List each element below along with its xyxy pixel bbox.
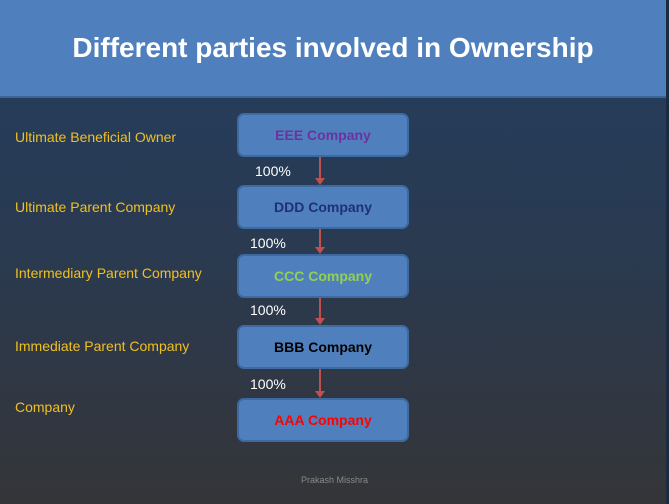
company-box: CCC Company [237,254,409,298]
company-box: DDD Company [237,185,409,229]
company-box: BBB Company [237,325,409,369]
ownership-percent: 100% [255,163,291,179]
right-edge [666,0,669,504]
ownership-arrow [315,298,325,325]
ownership-percent: 100% [250,235,286,251]
role-label: Immediate Parent Company [15,338,190,354]
role-label: Ultimate Parent Company [15,199,176,215]
ownership-arrow [315,157,325,185]
author-credit: Prakash Misshra [300,475,369,485]
ownership-percent: 100% [250,302,286,318]
ownership-arrow [315,229,325,254]
role-label: Ultimate Beneficial Owner [15,129,177,145]
company-box: EEE Company [237,113,409,157]
title-bar: Different parties involved in Ownership [0,0,666,98]
role-label: Company [15,399,75,415]
ownership-arrow [315,369,325,398]
slide-title: Different parties involved in Ownership [72,32,594,63]
ownership-percent: 100% [250,376,286,392]
company-box: AAA Company [237,398,409,442]
role-label: Intermediary Parent Company [15,265,202,281]
